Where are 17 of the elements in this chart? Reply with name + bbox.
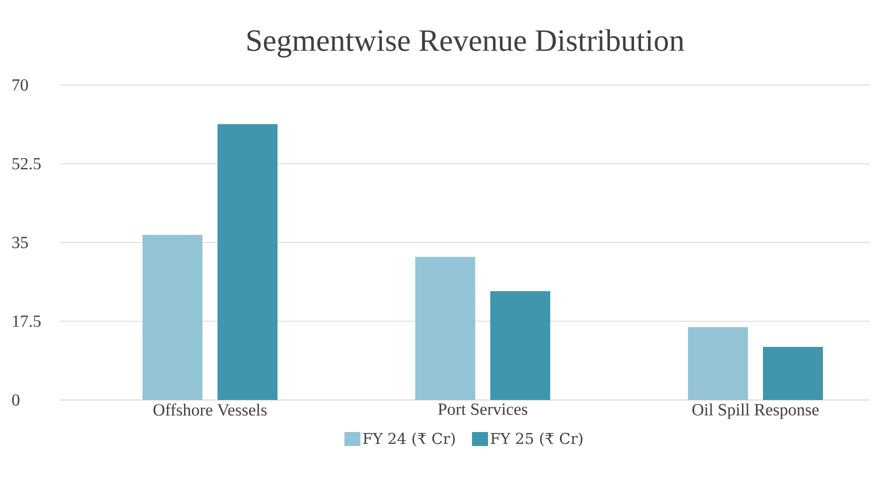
chart-title: Segmentwise Revenue Distribution bbox=[248, 29, 684, 58]
x-tick-label: Offshore Vessels bbox=[153, 404, 267, 416]
bar bbox=[218, 124, 278, 400]
bar bbox=[762, 346, 823, 400]
y-tick-label: 17.5 bbox=[13, 316, 41, 327]
bar bbox=[142, 234, 203, 400]
legend-label: FY 25 (₹ Cr) bbox=[490, 432, 582, 446]
y-tick-label: 52.5 bbox=[12, 158, 41, 170]
y-tick-label: 35 bbox=[12, 236, 28, 248]
bar bbox=[415, 256, 476, 400]
y-tick-label: 0 bbox=[12, 394, 20, 406]
legend-label: FY 24 (₹ Cr) bbox=[363, 432, 455, 446]
bar bbox=[490, 291, 550, 400]
x-tick-label: Port Services bbox=[438, 404, 528, 415]
x-tick-label: Oil Spill Response bbox=[692, 404, 819, 419]
y-tick-label: 70 bbox=[12, 79, 28, 91]
bar bbox=[688, 327, 748, 400]
